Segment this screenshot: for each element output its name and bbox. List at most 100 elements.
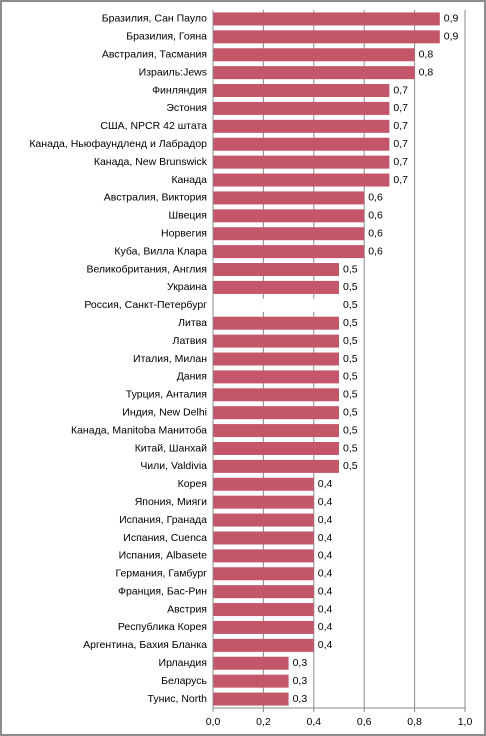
y-tick-label: Канада, Manitoba Манитоба [71, 424, 207, 436]
value-label: 0,6 [368, 245, 383, 257]
bar [213, 209, 365, 223]
bar [213, 513, 314, 527]
bar [213, 101, 390, 115]
y-tick-label: Ирландия [159, 657, 207, 669]
bar [213, 191, 365, 205]
value-label: 0,5 [343, 371, 358, 383]
y-tick-label: Норвегия [161, 227, 207, 239]
value-label: 0,5 [343, 442, 358, 454]
y-tick-label: Канада, New Brunswick [94, 156, 208, 168]
bar [213, 263, 339, 277]
value-label: 0,4 [318, 639, 333, 651]
y-tick-label: Эстония [166, 102, 207, 114]
bar [213, 388, 339, 402]
bar [213, 119, 390, 133]
y-tick-label: Австралия, Виктория [104, 192, 207, 204]
y-tick-label: Канада [171, 174, 207, 186]
bar [213, 48, 415, 62]
value-label: 0,6 [368, 210, 383, 222]
bar [213, 12, 440, 26]
y-tick-label: Турция, Анталия [126, 389, 207, 401]
x-tick-label: 0,2 [256, 716, 271, 728]
value-label: 0,5 [343, 317, 358, 329]
y-tick-label: Финляндия [152, 84, 207, 96]
y-tick-label: Китай, Шанхай [135, 442, 207, 454]
value-label: 0,5 [343, 299, 358, 311]
bar [213, 66, 415, 80]
y-tick-label: Корея [178, 478, 207, 490]
value-label: 0,5 [343, 460, 358, 472]
y-tick-label: Литва [178, 317, 207, 329]
y-tick-label: Япония, Мияги [135, 496, 207, 508]
y-tick-label: Бразилия, Гояна [126, 31, 207, 43]
bar [213, 495, 314, 509]
y-tick-label: Израиль:Jews [139, 66, 207, 78]
y-tick-label: Беларусь [161, 675, 207, 687]
value-label: 0,5 [343, 353, 358, 365]
bar [213, 155, 390, 169]
bar [213, 173, 390, 187]
value-label: 0,6 [368, 227, 383, 239]
bar [213, 84, 390, 98]
value-label: 0,3 [293, 657, 308, 669]
bar [213, 459, 339, 473]
bar [213, 531, 314, 545]
y-tick-label: Республика Корея [118, 621, 207, 633]
value-label: 0,3 [293, 675, 308, 687]
bar [213, 298, 339, 312]
bar [213, 245, 365, 259]
value-label: 0,4 [318, 514, 333, 526]
value-label: 0,7 [393, 156, 408, 168]
value-label: 0,8 [419, 66, 434, 78]
y-tick-label: Бразилия, Сан Пауло [102, 13, 207, 25]
bar [213, 674, 289, 688]
value-label: 0,3 [293, 693, 308, 705]
x-tick-label: 0,8 [407, 716, 422, 728]
y-tick-label: Испания, Albasete [119, 550, 208, 562]
value-label: 0,9 [444, 13, 459, 25]
y-tick-label: Украина [167, 281, 207, 293]
y-tick-label: Канада, Ньюфаундленд и Лабрадор [29, 138, 207, 150]
y-tick-label: Австралия, Тасмания [102, 49, 207, 61]
value-label: 0,7 [393, 102, 408, 114]
value-label: 0,9 [444, 31, 459, 43]
bar [213, 280, 339, 294]
value-label: 0,6 [368, 192, 383, 204]
value-label: 0,7 [393, 138, 408, 150]
value-label: 0,4 [318, 550, 333, 562]
bar [213, 620, 314, 634]
x-tick-label: 0,0 [206, 716, 221, 728]
value-label: 0,7 [393, 174, 408, 186]
y-tick-label: Чили, Valdivia [140, 460, 207, 472]
value-label: 0,7 [393, 84, 408, 96]
value-label: 0,4 [318, 585, 333, 597]
y-tick-label: Франция, Бас-Рин [118, 585, 207, 597]
value-label: 0,4 [318, 532, 333, 544]
bar [213, 424, 339, 438]
y-tick-label: США, NPCR 42 штата [100, 120, 207, 132]
bar [213, 692, 289, 706]
bar [213, 638, 314, 652]
bar [213, 370, 339, 384]
bar [213, 567, 314, 581]
y-tick-label: Куба, Вилла Клара [114, 245, 207, 257]
bar [213, 441, 339, 455]
bar [213, 334, 339, 348]
bar [213, 656, 289, 670]
y-tick-label: Италия, Милан [133, 353, 207, 365]
y-tick-label: Россия, Санкт-Петербург [84, 299, 207, 311]
value-label: 0,4 [318, 568, 333, 580]
value-label: 0,4 [318, 603, 333, 615]
value-label: 0,5 [343, 335, 358, 347]
value-label: 0,5 [343, 389, 358, 401]
y-tick-label: Испания, Гранада [119, 514, 207, 526]
y-tick-label: Великобритания, Англия [86, 263, 207, 275]
value-label: 0,5 [343, 424, 358, 436]
bar [213, 603, 314, 617]
bar [213, 585, 314, 599]
bar [213, 227, 365, 241]
value-label: 0,4 [318, 478, 333, 490]
bar [213, 352, 339, 366]
value-label: 0,5 [343, 281, 358, 293]
